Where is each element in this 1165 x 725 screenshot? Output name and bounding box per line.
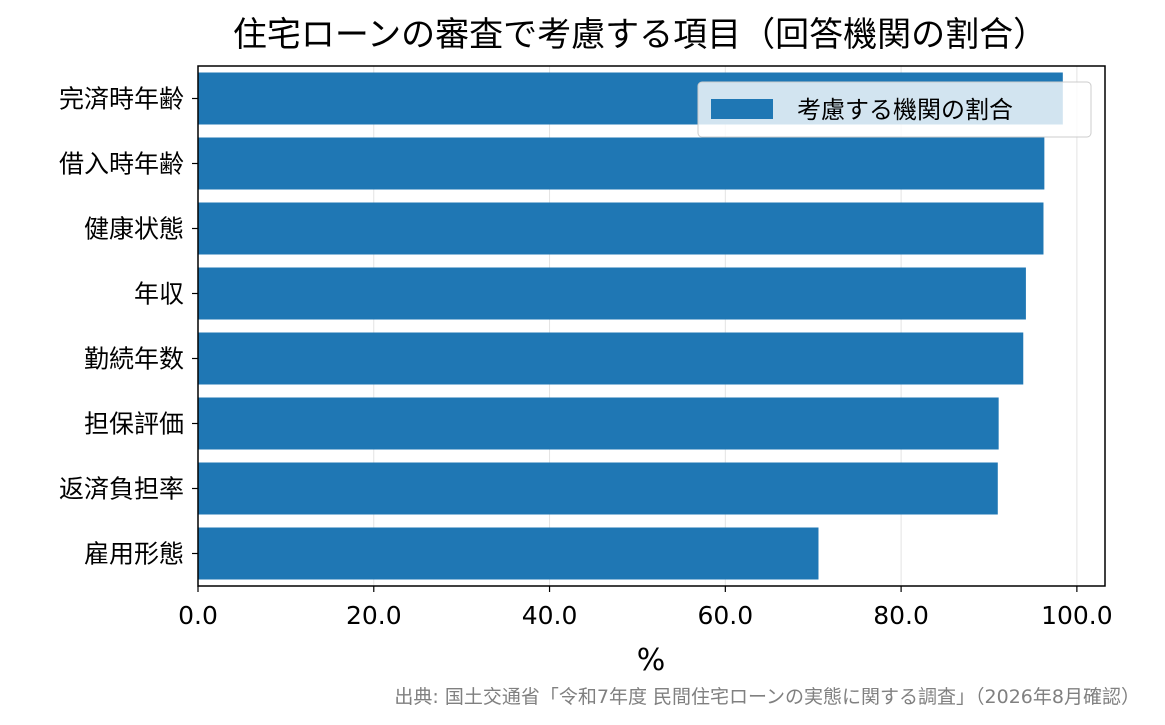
- bar: [198, 267, 1026, 320]
- x-axis-label: %: [637, 643, 666, 678]
- y-tick-label: 返済負担率: [59, 475, 184, 504]
- chart-title: 住宅ローンの審査で考慮する項目（回答機関の割合）: [233, 15, 1047, 55]
- plot-frame: [197, 65, 1106, 587]
- y-tick-label: 健康状態: [84, 215, 184, 244]
- bar: [198, 137, 1045, 190]
- legend: 考慮する機関の割合: [697, 81, 1092, 138]
- x-tick-label: 0.0: [178, 601, 218, 630]
- bar: [198, 332, 1024, 385]
- y-tick-label: 完済時年齢: [59, 85, 184, 114]
- x-tick-label: 20.0: [346, 601, 402, 630]
- legend-label: 考慮する機関の割合: [797, 96, 1013, 124]
- bar: [198, 527, 819, 580]
- x-tick-label: 40.0: [522, 601, 578, 630]
- y-tick-label: 借入時年齢: [59, 150, 184, 179]
- bar: [198, 462, 998, 515]
- y-tick-label: 担保評価: [84, 410, 184, 439]
- x-tick-label: 100.0: [1041, 601, 1113, 630]
- y-tick-label: 雇用形態: [84, 540, 184, 569]
- bars: [198, 72, 1063, 580]
- x-axis: 0.0 20.0 40.0 60.0 80.0 100.0: [178, 586, 1113, 630]
- bar: [198, 397, 999, 450]
- legend-swatch: [711, 99, 773, 119]
- y-tick-label: 年収: [134, 280, 184, 309]
- bar: [198, 202, 1044, 255]
- source-note: 出典: 国土交通省「令和7年度 民間住宅ローンの実態に関する調査」（2026年8…: [394, 686, 1140, 708]
- y-tick-label: 勤続年数: [84, 345, 184, 374]
- x-tick-label: 60.0: [697, 601, 753, 630]
- legend-box: [697, 81, 1092, 138]
- x-tick-label: 80.0: [873, 601, 929, 630]
